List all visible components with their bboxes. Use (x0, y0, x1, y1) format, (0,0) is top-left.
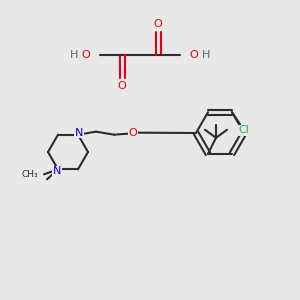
Text: O: O (154, 19, 162, 29)
Text: O: O (118, 81, 126, 91)
Text: O: O (129, 128, 137, 138)
Text: H: H (70, 50, 78, 60)
Text: H: H (202, 50, 210, 60)
Text: O: O (82, 50, 90, 60)
Text: O: O (190, 50, 198, 60)
Text: N: N (53, 166, 61, 176)
Text: Cl: Cl (238, 125, 249, 135)
Text: CH₃: CH₃ (21, 170, 38, 179)
Text: N: N (75, 128, 83, 138)
